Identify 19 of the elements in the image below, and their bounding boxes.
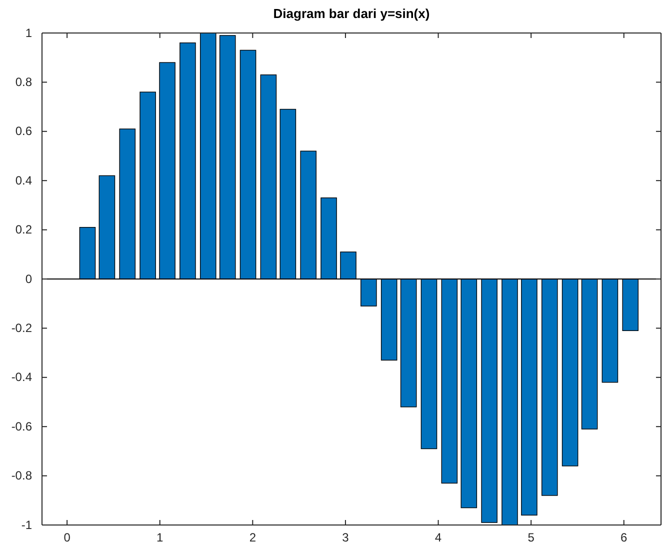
y-tick-label: -0.6	[11, 419, 32, 434]
chart-title: Diagram bar dari y=sin(x)	[273, 6, 430, 21]
y-tick-label: 0	[25, 272, 32, 286]
y-tick-label: -1	[21, 518, 32, 532]
y-tick-label: 0.4	[15, 173, 32, 188]
y-tick-label: 1	[25, 26, 32, 40]
y-tick-label: -0.2	[11, 321, 32, 336]
x-tick-label: 2	[249, 530, 256, 545]
y-tick-label: 0.2	[15, 222, 32, 237]
y-tick-label: 0.6	[15, 124, 32, 138]
y-tick-label: 0.8	[15, 75, 32, 90]
x-tick-label: 3	[342, 530, 350, 545]
x-tick-label: 1	[156, 530, 164, 545]
x-tick-label: 5	[528, 530, 535, 545]
y-tick-label: -0.8	[11, 468, 32, 483]
x-tick-label: 4	[434, 530, 442, 545]
y-tick-label: -0.4	[11, 370, 32, 384]
x-tick-label: 0	[64, 530, 71, 545]
x-tick-label: 6	[620, 530, 628, 545]
